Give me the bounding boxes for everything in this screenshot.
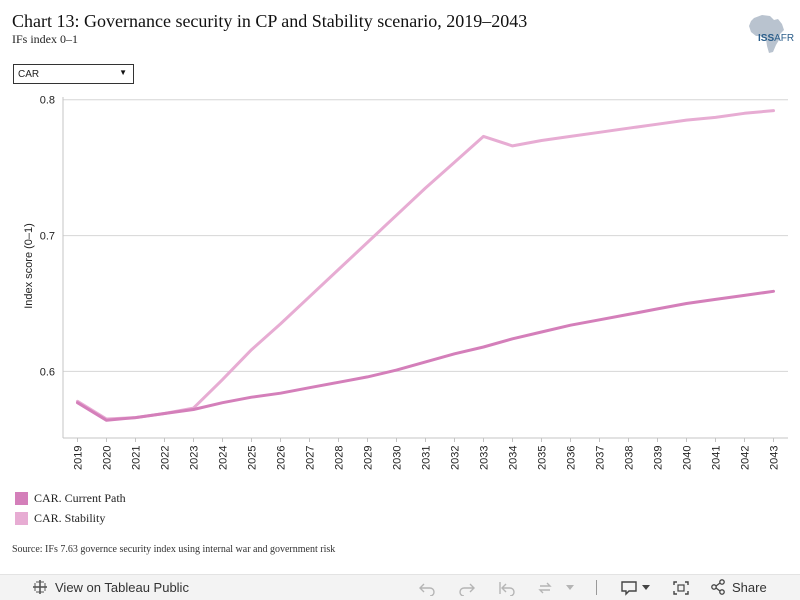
tableau-logo-icon (33, 580, 47, 594)
x-tick-labels: 2019 2020 2021 2022 2023 2024 2025 2026 2027 2028… (73, 438, 781, 470)
share-button[interactable]: Share (710, 579, 767, 595)
legend-label-current-path: CAR. Current Path (34, 490, 126, 505)
series-line-current-path[interactable] (76, 289, 775, 422)
redo-icon[interactable] (458, 580, 476, 596)
comment-dropdown-icon[interactable] (642, 585, 650, 591)
comment-icon[interactable] (620, 580, 638, 596)
undo-icon[interactable] (418, 580, 436, 596)
x-tick-label: 2038 (624, 446, 636, 470)
gridlines (63, 99, 788, 372)
source-note: Source: IFs 7.63 governce security index… (12, 544, 336, 555)
legend: CAR. Current Path CAR. Stability (15, 488, 126, 528)
chart-title: Chart 13: Governance security in CP and … (12, 11, 528, 31)
country-filter-dropdown[interactable]: CAR ▼ (13, 64, 134, 84)
x-tick-label: 2034 (508, 446, 520, 470)
revert-icon[interactable] (498, 580, 516, 596)
x-tick-label: 2020 (102, 446, 114, 470)
x-tick-label: 2043 (769, 446, 781, 470)
series-lines (76, 109, 775, 422)
x-tick-label: 2021 (131, 446, 143, 470)
africa-logo-icon (749, 15, 784, 53)
x-tick-label: 2029 (363, 446, 375, 470)
x-tick-label: 2024 (218, 446, 230, 470)
y-axis-title: Index score (0–1) (23, 223, 35, 309)
x-tick-label: 2022 (160, 446, 172, 470)
refresh-icon[interactable] (536, 580, 554, 596)
x-tick-label: 2019 (73, 446, 85, 470)
legend-item-current-path[interactable]: CAR. Current Path (15, 488, 126, 508)
x-tick-label: 2033 (479, 446, 491, 470)
country-filter-value: CAR (18, 69, 40, 80)
fullscreen-icon[interactable] (672, 580, 690, 596)
share-label: Share (732, 579, 767, 595)
dropdown-arrow-icon: ▼ (119, 68, 127, 77)
x-tick-label: 2025 (247, 446, 259, 470)
iss-africa-logo-text: ISSAFR (758, 33, 795, 44)
y-tick-label: 0.7 (40, 231, 55, 243)
x-tick-label: 2037 (595, 446, 607, 470)
x-tick-label: 2030 (392, 446, 404, 470)
legend-item-stability[interactable]: CAR. Stability (15, 508, 126, 528)
share-icon (711, 579, 725, 595)
legend-swatch-stability (15, 511, 28, 525)
x-tick-label: 2026 (276, 446, 288, 470)
view-on-tableau-public-button[interactable]: View on Tableau Public (32, 579, 189, 595)
line-chart: 0.60.70.8 2019 2020 2021 2022 2023 2024 2025 20… (23, 95, 788, 470)
x-tick-label: 2023 (189, 446, 201, 470)
legend-label-stability: CAR. Stability (34, 510, 106, 525)
x-tick-label: 2040 (682, 446, 694, 470)
x-tick-label: 2036 (566, 446, 578, 470)
x-tick-label: 2035 (537, 446, 549, 470)
x-tick-label: 2041 (711, 446, 723, 470)
x-tick-label: 2028 (334, 446, 346, 470)
legend-swatch-current-path (15, 491, 28, 505)
y-tick-label: 0.8 (40, 95, 55, 107)
x-tick-label: 2027 (305, 446, 317, 470)
x-tick-label: 2032 (450, 446, 462, 470)
chart-subtitle: IFs index 0–1 (12, 32, 78, 46)
series-line-stability[interactable] (76, 109, 775, 421)
refresh-dropdown-icon[interactable] (566, 585, 574, 591)
x-tick-label: 2039 (653, 446, 665, 470)
y-tick-label: 0.6 (40, 366, 55, 378)
x-tick-label: 2042 (740, 446, 752, 470)
tableau-toolbar: View on Tableau Public Share (0, 574, 800, 600)
x-tick-label: 2031 (421, 446, 433, 470)
y-tick-labels: 0.6 0.7 0.8 (40, 95, 55, 379)
toolbar-separator (596, 580, 597, 595)
view-on-tableau-public-label: View on Tableau Public (55, 579, 189, 595)
